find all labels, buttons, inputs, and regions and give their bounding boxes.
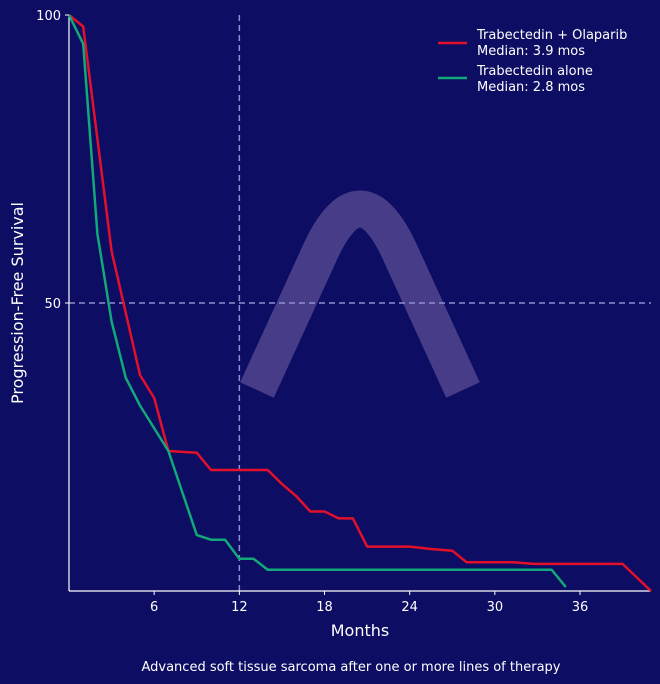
series-line-trabectedin-olaparib bbox=[68, 14, 652, 592]
y-tick-label: 100 bbox=[36, 9, 61, 24]
series-line-trabectedin-alone bbox=[67, 14, 567, 588]
chart-caption: Advanced soft tissue sarcoma after one o… bbox=[141, 660, 560, 675]
legend-label-alone: Trabectedin alone bbox=[476, 64, 593, 79]
x-tick-label: 24 bbox=[401, 600, 418, 615]
x-tick-label: 6 bbox=[150, 600, 158, 615]
legend-median-alone: Median: 2.8 mos bbox=[477, 80, 585, 95]
x-tick-label: 30 bbox=[487, 600, 504, 615]
x-tick-label: 18 bbox=[316, 600, 333, 615]
y-axis-label: Progression-Free Survival bbox=[8, 202, 27, 404]
x-tick-label: 36 bbox=[572, 600, 589, 615]
x-tick-label: 12 bbox=[231, 600, 248, 615]
watermark-logo bbox=[240, 190, 480, 398]
y-tick-label: 50 bbox=[44, 297, 61, 312]
legend: Trabectedin + Olaparib Median: 3.9 mos T… bbox=[438, 28, 627, 95]
legend-median-combo: Median: 3.9 mos bbox=[477, 44, 585, 59]
legend-label-combo: Trabectedin + Olaparib bbox=[476, 28, 627, 43]
x-axis-label: Months bbox=[331, 621, 389, 640]
